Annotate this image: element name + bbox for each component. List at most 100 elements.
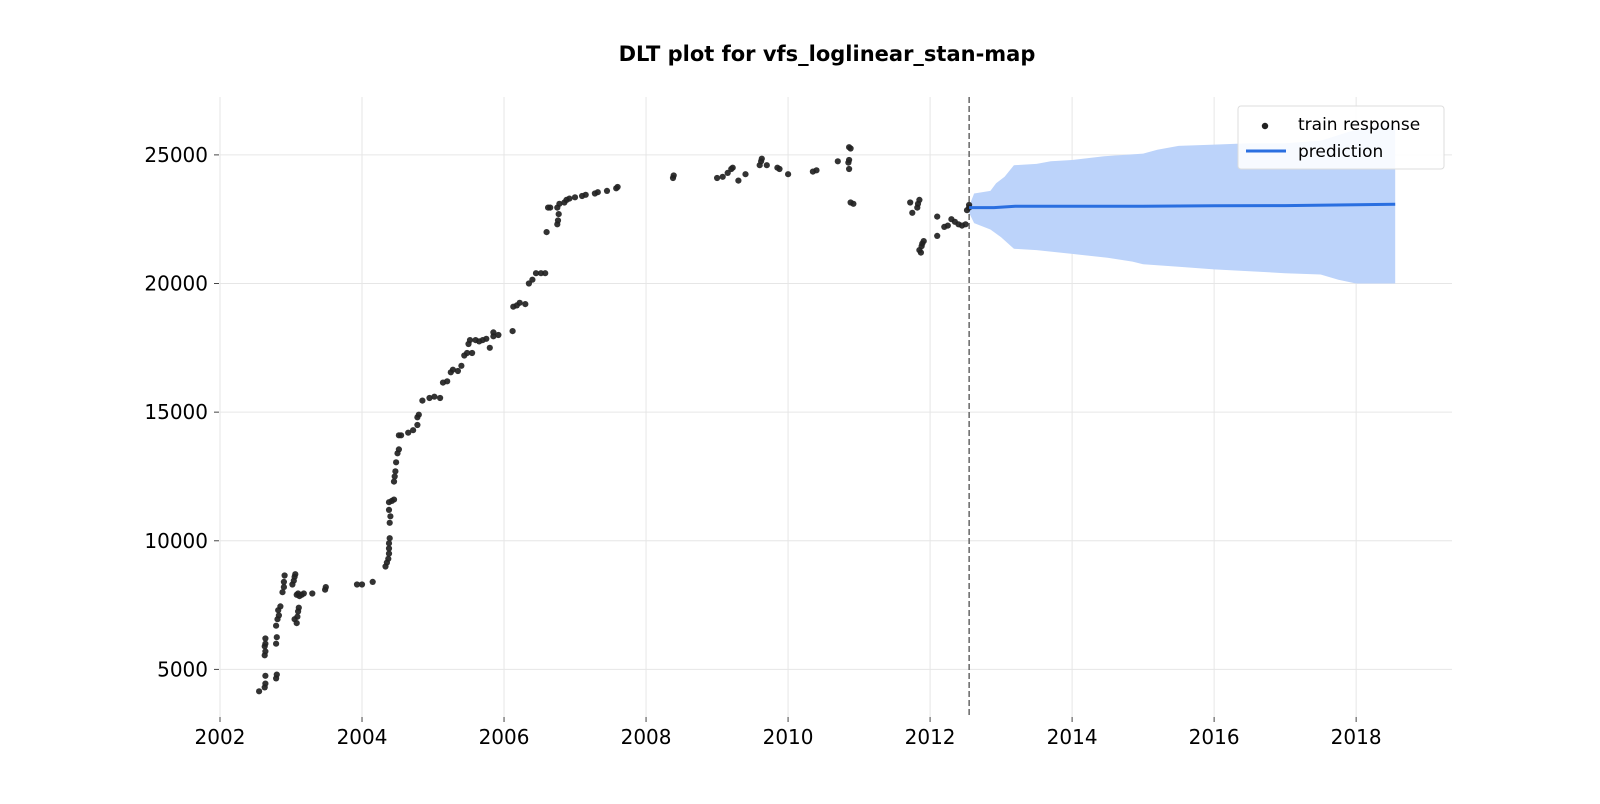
- data-point: [391, 473, 398, 480]
- data-point: [920, 238, 927, 245]
- data-point: [582, 191, 589, 198]
- data-point: [395, 446, 402, 453]
- data-point: [358, 581, 366, 588]
- data-point: [846, 165, 853, 173]
- data-point: [469, 349, 476, 357]
- data-point: [490, 329, 497, 336]
- data-point: [785, 171, 792, 178]
- data-point: [392, 468, 399, 475]
- data-point: [907, 199, 914, 206]
- data-point: [273, 622, 280, 629]
- data-point: [387, 513, 394, 520]
- data-point: [385, 550, 393, 557]
- data-point: [393, 459, 400, 466]
- axis-ticks: 2002 2004 2006 2008 2010 2012 2014 2016 2018 5000…: [144, 143, 1381, 749]
- data-point: [555, 211, 562, 218]
- data-point: [273, 671, 280, 678]
- data-point: [280, 584, 287, 591]
- data-point: [486, 344, 493, 351]
- x-tick-label-2006: 2006: [479, 725, 530, 749]
- data-point: [466, 337, 474, 344]
- x-tick-label-2010: 2010: [763, 725, 814, 749]
- data-point: [495, 331, 502, 339]
- data-point: [414, 421, 421, 429]
- chart-title: DLT plot for vfs_loglinear_stan-map: [619, 42, 1036, 66]
- data-point: [603, 187, 611, 194]
- data-point: [556, 200, 563, 207]
- data-point: [322, 584, 329, 591]
- data-point: [262, 672, 269, 679]
- data-point: [522, 301, 529, 308]
- data-point: [300, 590, 307, 597]
- data-point: [670, 172, 677, 179]
- data-point: [369, 578, 376, 586]
- data-point: [916, 196, 923, 203]
- data-point: [386, 535, 393, 542]
- data-point: [714, 174, 721, 182]
- data-point: [614, 183, 621, 191]
- data-point: [566, 195, 573, 202]
- data-point: [594, 189, 601, 196]
- data-point: [280, 578, 287, 586]
- data-point: [292, 571, 299, 578]
- data-point: [353, 581, 361, 588]
- legend-marker-train-response: [1261, 122, 1269, 130]
- data-point: [281, 572, 288, 579]
- data-point: [543, 229, 550, 236]
- data-point: [509, 328, 516, 335]
- data-point: [846, 156, 853, 164]
- data-point: [571, 194, 579, 201]
- data-point: [724, 169, 731, 176]
- data-point: [554, 217, 562, 224]
- y-tick-label-15000: 15000: [144, 400, 208, 424]
- y-tick-label-5000: 5000: [157, 657, 208, 681]
- train-response-points: [256, 144, 973, 695]
- data-point: [273, 640, 280, 647]
- data-point: [934, 213, 941, 220]
- data-point: [262, 648, 269, 655]
- x-tick-label-2018: 2018: [1331, 725, 1382, 749]
- data-point: [542, 270, 549, 277]
- y-tick-label-20000: 20000: [144, 272, 208, 296]
- data-point: [390, 478, 398, 485]
- x-tick-label-2002: 2002: [195, 725, 246, 749]
- data-point: [547, 204, 554, 211]
- data-point: [962, 221, 969, 228]
- data-point: [262, 635, 269, 642]
- data-point: [909, 209, 916, 216]
- data-point: [458, 362, 465, 369]
- data-point: [385, 540, 393, 547]
- x-tick-label-2012: 2012: [905, 725, 956, 749]
- y-tick-label-25000: 25000: [144, 143, 208, 167]
- data-point: [729, 164, 736, 171]
- data-point: [834, 158, 841, 165]
- data-point: [262, 640, 269, 647]
- data-point: [776, 165, 783, 173]
- data-point: [309, 590, 316, 597]
- data-point: [516, 299, 523, 306]
- data-point: [529, 276, 536, 283]
- data-point: [813, 167, 820, 174]
- x-tick-label-2014: 2014: [1047, 725, 1098, 749]
- prediction-line: [969, 202, 1396, 210]
- data-point: [532, 270, 540, 277]
- data-point: [850, 200, 857, 207]
- prediction-line-group: [969, 202, 1396, 210]
- data-point: [464, 349, 471, 357]
- data-point: [763, 162, 770, 169]
- data-point: [385, 545, 393, 552]
- data-point: [273, 634, 280, 641]
- data-point: [454, 367, 461, 375]
- data-point: [405, 429, 412, 436]
- data-point: [847, 145, 854, 152]
- data-point: [262, 680, 269, 687]
- data-point: [415, 411, 422, 418]
- data-point: [386, 519, 393, 526]
- data-point: [410, 427, 417, 434]
- data-point: [256, 688, 263, 695]
- data-point: [437, 394, 444, 402]
- data-point: [277, 603, 284, 610]
- data-point: [944, 222, 951, 229]
